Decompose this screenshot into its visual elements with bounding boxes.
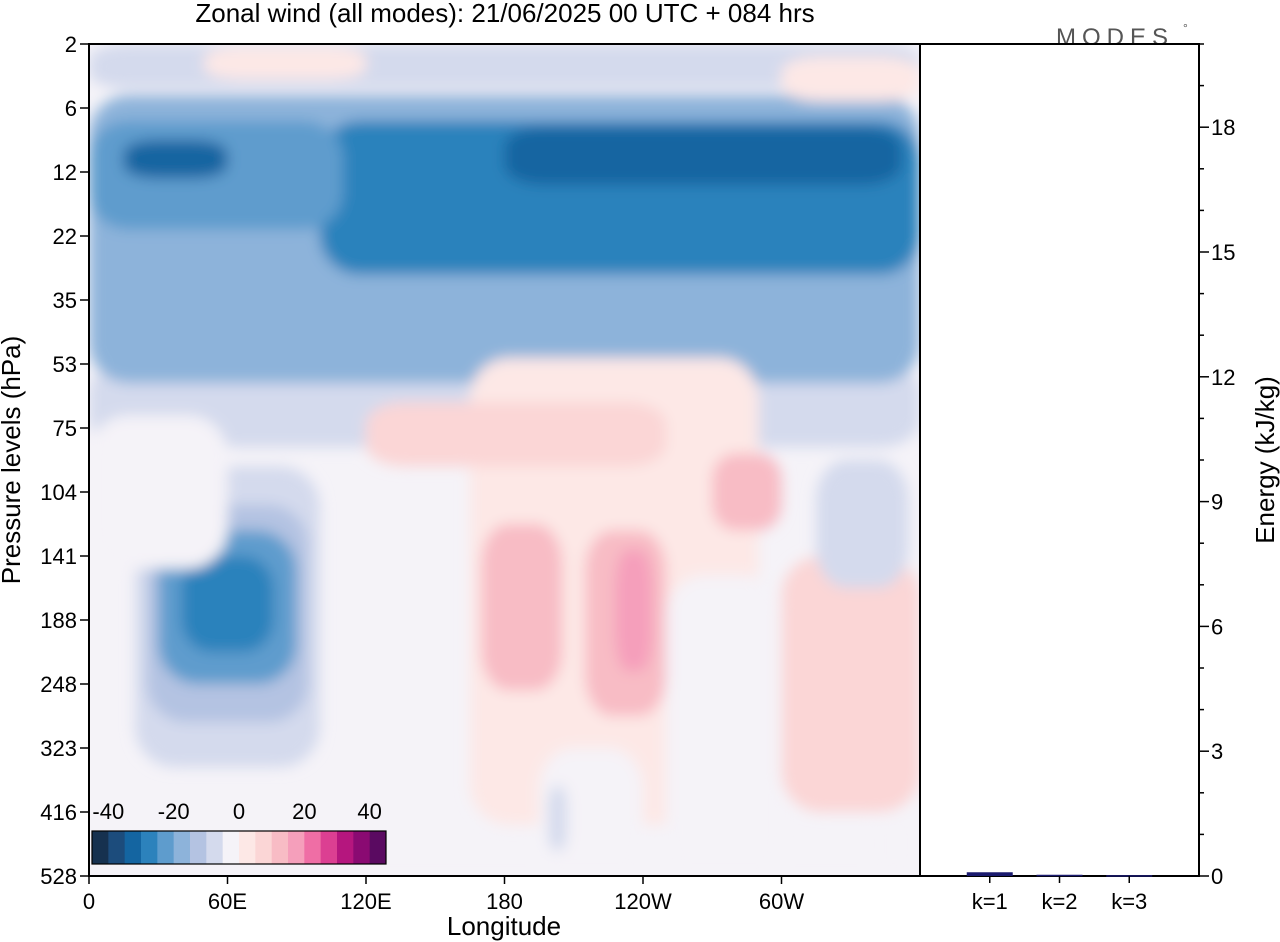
x-axis-label: Longitude (447, 911, 561, 941)
energy-tick-label-12: 12 (1211, 365, 1235, 390)
colorbar-cell-9 (239, 831, 256, 864)
wind-region-11 (481, 524, 563, 691)
colorbar-cell-16 (353, 831, 371, 864)
wind-region-13 (615, 549, 653, 672)
energy-panel: 0 3 6 9 12 15 18 k=1 k=2 k=3 Energy (kJ/kg) (919, 43, 1280, 914)
colorbar-cell-14 (320, 831, 338, 864)
y-tick-label-141: 141 (40, 544, 77, 569)
colorbar-cell-3 (141, 831, 158, 864)
colorbar-cells (92, 831, 387, 864)
wind-region-16 (781, 556, 920, 812)
pressure-axis: 2 6 12 22 35 53 75 104 141 188 248 323 416 528 (40, 32, 89, 889)
colorbar-label-2: 0 (233, 799, 245, 824)
wind-region-4 (89, 120, 343, 230)
colorbar-label-1: -20 (158, 799, 190, 824)
y-tick-label-323: 323 (40, 736, 77, 761)
colorbar-cell-12 (288, 831, 305, 864)
colorbar-label-4: 40 (357, 799, 381, 824)
y-tick-label-6: 6 (65, 96, 77, 121)
wind-region-0 (89, 863, 920, 876)
energy-tick-label-9: 9 (1211, 490, 1223, 515)
bar-label-k=3: k=3 (1111, 889, 1147, 914)
y-tick-label-75: 75 (53, 416, 77, 441)
colorbar-cell-15 (337, 831, 354, 864)
longitude-axis: 0 60E 120E 180 120W 60W (83, 876, 804, 914)
colorbar-cell-11 (271, 831, 289, 864)
energy-bar-k=2 (1036, 874, 1083, 877)
energy-bars (966, 872, 1153, 877)
colorbar-cell-1 (108, 831, 126, 864)
wind-region-5 (504, 127, 902, 185)
bar-label-k=2: k=2 (1041, 889, 1077, 914)
x-tick-label-1: 60E (208, 889, 247, 914)
wind-region-6 (123, 140, 228, 179)
wind-region-14 (712, 453, 782, 531)
colorbar-cell-13 (304, 831, 322, 864)
colorbar-cell-2 (124, 831, 142, 864)
energy-bar-labels: k=1 k=2 k=3 (972, 876, 1147, 914)
wind-region-15 (366, 402, 667, 467)
heatmap-regions (89, 44, 920, 876)
x-tick-label-0: 0 (83, 889, 95, 914)
y-tick-label-22: 22 (53, 224, 77, 249)
colorbar-cell-5 (173, 831, 191, 864)
energy-axis-label: Energy (kJ/kg) (1250, 376, 1280, 544)
energy-axis: 0 3 6 9 12 15 18 (1199, 43, 1235, 889)
y-tick-label-2: 2 (65, 32, 77, 57)
colorbar-cell-10 (255, 831, 273, 864)
energy-tick-label-3: 3 (1211, 739, 1223, 764)
energy-tick-label-0: 0 (1211, 864, 1223, 889)
colorbar-label-0: -40 (92, 799, 124, 824)
y-tick-label-528: 528 (40, 864, 77, 889)
x-tick-label-5: 60W (759, 889, 804, 914)
x-tick-label-2: 120E (340, 889, 391, 914)
wind-region-25 (539, 748, 643, 876)
energy-tick-label-6: 6 (1211, 614, 1223, 639)
colorbar-frame (91, 830, 387, 865)
wind-region-9 (781, 56, 920, 102)
energy-frame (919, 43, 1200, 877)
energy-bar-k=1 (966, 872, 1013, 876)
colorbar-cell-6 (190, 831, 207, 864)
y-tick-label-188: 188 (40, 608, 77, 633)
wind-region-21 (89, 415, 228, 569)
wind-region-24 (666, 575, 782, 876)
energy-tick-label-15: 15 (1211, 240, 1235, 265)
wind-region-23 (827, 492, 886, 556)
y-tick-label-12: 12 (53, 160, 77, 185)
heatmap-panel (88, 43, 921, 877)
bar-label-k=1: k=1 (972, 889, 1008, 914)
y-tick-label-104: 104 (40, 480, 77, 505)
colorbar-cell-4 (157, 831, 175, 864)
colorbar: -40 -20 0 20 40 (91, 799, 387, 865)
y-tick-label-248: 248 (40, 672, 77, 697)
x-tick-label-4: 120W (614, 889, 672, 914)
y-axis-label: Pressure levels (hPa) (0, 336, 26, 585)
energy-tick-label-18: 18 (1211, 115, 1235, 140)
colorbar-labels: -40 -20 0 20 40 (92, 799, 381, 824)
energy-bar-k=3 (1106, 875, 1153, 877)
y-tick-label-53: 53 (53, 352, 77, 377)
colorbar-cell-0 (92, 831, 109, 864)
wind-region-8 (204, 47, 366, 80)
wind-region-26 (548, 786, 567, 851)
wind-region-20 (181, 556, 274, 652)
x-tick-label-3: 180 (486, 889, 523, 914)
colorbar-cell-8 (222, 831, 240, 864)
colorbar-label-3: 20 (292, 799, 316, 824)
colorbar-cell-7 (206, 831, 224, 864)
y-tick-label-416: 416 (40, 800, 77, 825)
colorbar-cell-17 (369, 831, 387, 864)
brand-logo-mark: ° (1183, 21, 1188, 35)
y-tick-label-35: 35 (53, 288, 77, 313)
chart-title: Zonal wind (all modes): 21/06/2025 00 UT… (195, 0, 814, 28)
wind-region-27 (873, 812, 920, 876)
